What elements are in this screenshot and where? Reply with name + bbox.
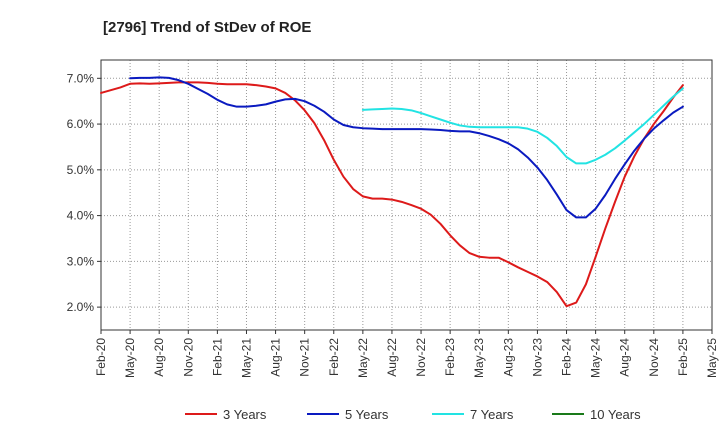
legend-label: 10 Years [590,407,641,422]
x-tick-label: Feb-20 [94,338,108,376]
y-tick-label: 4.0% [67,209,95,223]
plot-area [100,59,713,331]
x-tick-label: Feb-21 [210,338,224,376]
y-axis: 2.0% 3.0% 4.0% 5.0% 6.0% 7.0% [67,71,101,314]
x-tick-label: May-25 [705,338,719,378]
x-tick-label: Nov-21 [298,338,312,377]
series-line-5-years [129,76,684,219]
x-tick-label: Aug-24 [618,338,632,377]
x-tick-label: Nov-22 [414,338,428,377]
x-tick-label: May-20 [123,338,137,378]
x-tick-label: Feb-25 [676,338,690,376]
x-tick-label: May-24 [589,338,603,378]
x-tick-label: May-21 [239,338,253,378]
legend: 3 Years 5 Years 7 Years 10 Years [185,407,641,422]
x-tick-label: Aug-22 [385,338,399,377]
grid [100,60,713,330]
legend-label: 3 Years [223,407,267,422]
x-tick-label: May-23 [472,338,486,378]
x-tick-label: Feb-22 [327,338,341,376]
legend-label: 7 Years [470,407,514,422]
y-tick-label: 7.0% [67,71,95,85]
legend-label: 5 Years [345,407,389,422]
y-tick-label: 3.0% [67,254,95,268]
x-tick-label: Feb-23 [443,338,457,376]
x-tick-label: Nov-20 [181,338,195,377]
x-axis: Feb-20 May-20 Aug-20 Nov-20 Feb-21 May-21 Aug-… [94,330,719,378]
chart-title: [2796] Trend of StDev of ROE [103,19,311,36]
x-tick-label: Aug-23 [501,338,515,377]
x-tick-label: Nov-23 [530,338,544,377]
series-line-7-years [361,87,684,165]
y-tick-label: 6.0% [67,117,95,131]
x-tick-label: Aug-21 [269,338,283,377]
series-lines [100,76,684,308]
y-tick-label: 2.0% [67,300,95,314]
x-tick-label: Aug-20 [152,338,166,377]
y-tick-label: 5.0% [67,163,95,177]
series-line-3-years [100,81,684,308]
x-tick-label: May-22 [356,338,370,378]
x-tick-label: Nov-24 [647,338,661,377]
x-tick-label: Feb-24 [560,338,574,376]
